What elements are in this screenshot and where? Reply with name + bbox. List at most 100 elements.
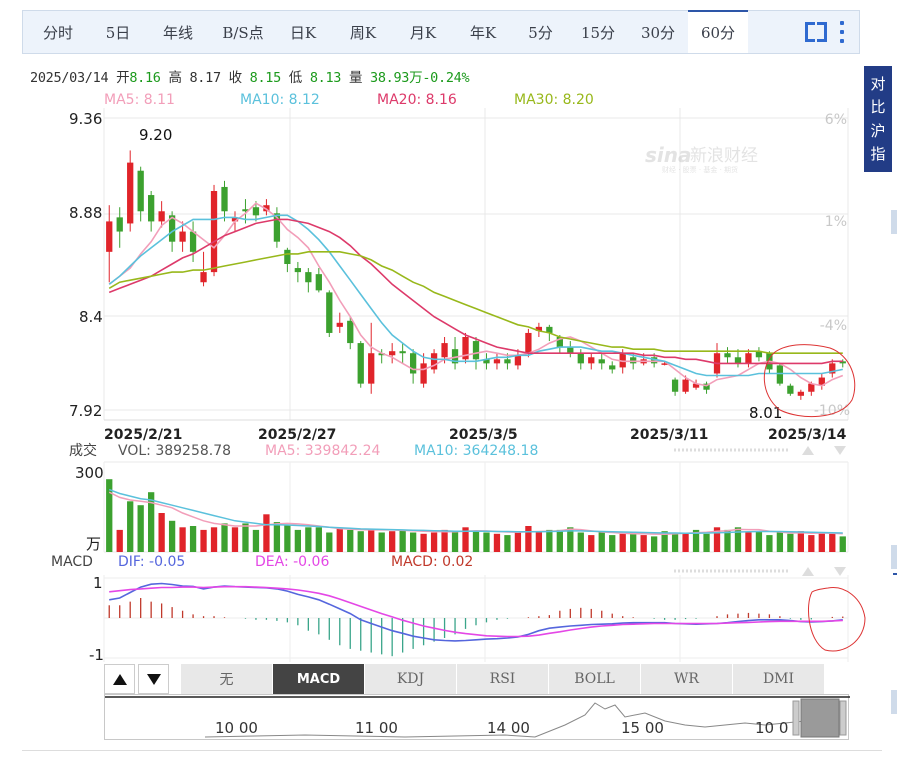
tab-30min[interactable]: 30分 [640,23,676,42]
indicator-tab-kdj[interactable]: KDJ [365,664,457,694]
panel-down-icon [834,446,846,455]
volume-legend: 成交 VOL: 389258.78 MA5: 339842.24 MA10: 3… [69,442,538,459]
volume-bar [609,535,616,552]
ma10-line [108,214,843,377]
indicator-tab-macd[interactable]: MACD [273,664,365,694]
volume-bar [231,527,239,552]
volume-bar [127,501,134,552]
max-price-annotation: 9.20 [139,126,172,144]
more-vertical-icon[interactable] [839,21,845,43]
candle-body [273,213,281,242]
price-axis: 9.36 8.88 8.4 7.92 [69,110,103,420]
indicator-tab-wr[interactable]: WR [641,664,733,694]
volume-value: 38.93万 [370,70,423,86]
high-value: 8.17 [189,70,221,86]
ma20-line [108,218,843,365]
percent-tick-label: 6% [825,112,847,128]
candle-body [483,359,490,364]
volume-bar [535,531,543,552]
triangle-up-icon [112,673,127,685]
time-navigator[interactable]: 10 00 11 00 14 00 15 00 10 0 [104,694,850,740]
candle-body [630,357,637,364]
ma10-label: MA10: 8.12 [240,92,320,108]
panel-up-icon [802,567,814,576]
tab-15min[interactable]: 15分 [580,23,616,42]
tab-daily-k[interactable]: 日K [289,23,317,42]
compare-index-button[interactable]: 对 比 沪 指 [864,66,892,172]
dea-line [109,585,843,638]
scroll-up-button[interactable] [104,664,135,694]
volume-bar [734,527,742,552]
scroll-down-button[interactable] [138,664,169,694]
candle-body [200,272,207,283]
volume-bar [703,533,710,552]
macd-title: MACD [51,554,93,570]
price-tick-label: 7.92 [69,402,102,420]
candle-body [493,359,501,364]
tab-yearline[interactable]: 年线 [162,23,193,42]
tab-5min[interactable]: 5分 [528,23,553,42]
candle-body [818,377,825,386]
dea-label: DEA: -0.06 [255,554,329,570]
candle-body [189,231,197,252]
volume-bar [745,532,752,552]
candle-body [661,363,668,365]
volume-bar [661,531,668,552]
volume-bar [650,536,658,552]
volume-bar [378,532,385,552]
volume-bar [829,533,836,552]
navigator-label: 15 00 [621,719,664,737]
indicator-tab-dmi[interactable]: DMI [733,664,825,694]
candle-body [336,322,343,327]
indicator-tab-boll[interactable]: BOLL [549,664,641,694]
expand-icon[interactable] [805,22,827,42]
percent-tick-label: 1% [825,214,847,230]
date-label: 2025/3/14 [768,427,847,443]
candle-body [441,343,448,358]
candle-body [829,363,836,374]
volume-bar [148,492,155,552]
volume-label: 量 [348,70,363,86]
indicator-tab-rsi[interactable]: RSI [457,664,549,694]
candle-body [556,337,563,348]
macd-lines [109,582,843,642]
candle-body [776,365,784,384]
volume-bar [713,527,721,552]
volume-bar [336,528,343,552]
volume-bar [577,532,584,552]
volume-bar [493,533,501,552]
price-tick-label: 9.36 [69,110,102,128]
volume-bar [158,513,165,552]
candle-body [808,383,815,392]
volume-bar [294,529,302,552]
candle-body [797,391,804,396]
candle-body [619,353,626,368]
tab-monthly-k[interactable]: 月K [409,23,437,42]
candle-body [535,326,543,331]
indicator-tab-none[interactable]: 无 [181,664,273,694]
date-label: 2025/2/21 [104,427,182,443]
candle-body [839,361,846,364]
candle-body [242,209,249,212]
ma-legend: MA5: 8.11 MA10: 8.12 MA20: 8.16 MA30: 8.… [104,92,594,108]
volume-bar [682,532,689,552]
close-value: 8.15 [249,70,282,86]
candle-body [116,217,123,232]
tab-bs-points[interactable]: B/S点 [222,23,264,42]
volume-bar [389,531,396,552]
panel-controls [674,446,846,576]
tab-60min[interactable]: 60分 [688,10,748,53]
volume-bar [766,535,773,552]
toolbar-icons [805,11,859,53]
tab-weekly-k[interactable]: 周K [349,23,377,42]
candle-body [294,268,302,273]
tab-yearly-k[interactable]: 年K [469,23,497,42]
navigator-label: 11 00 [355,719,398,737]
candle-body [546,326,553,333]
volume-bar [420,533,427,552]
volume-bar [409,532,417,552]
candle-body [221,186,228,212]
tab-timeshare[interactable]: 分时 [42,23,73,42]
ma20-label: MA20: 8.16 [377,92,457,108]
tab-5day[interactable]: 5日 [105,23,131,42]
